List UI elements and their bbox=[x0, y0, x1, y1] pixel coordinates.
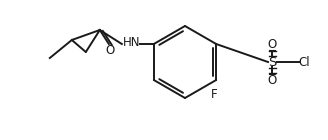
Text: O: O bbox=[105, 44, 114, 57]
Text: O: O bbox=[267, 74, 277, 87]
Text: F: F bbox=[211, 88, 217, 101]
Text: S: S bbox=[268, 55, 276, 68]
Text: O: O bbox=[267, 38, 277, 51]
Text: Cl: Cl bbox=[298, 55, 310, 68]
Text: HN: HN bbox=[123, 37, 141, 50]
